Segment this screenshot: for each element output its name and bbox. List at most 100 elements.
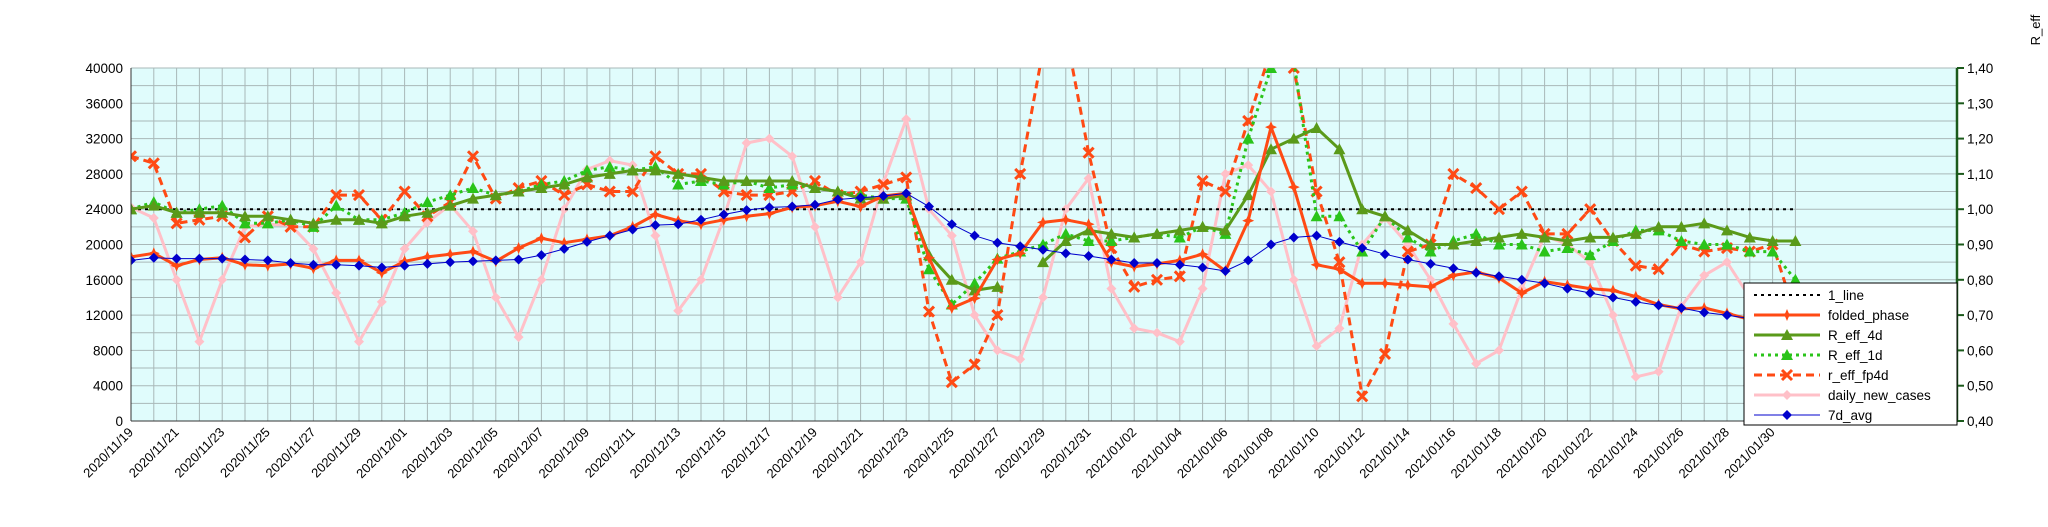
data-point-7d_avg [1266,239,1276,250]
data-point-folded_phase [512,242,525,254]
data-point-R_eff_4d [330,213,343,225]
data-point-7d_avg [1060,248,1071,259]
data-point-r_eff_fp4d [1447,167,1460,180]
data-point-daily_new_cases [992,345,1003,356]
data-point-R_eff_4d [1196,220,1209,232]
data-point-7d_avg [1288,232,1299,243]
data-point-R_eff_1d [1242,132,1255,144]
data-point-R_eff_1d [261,217,274,229]
data-point-daily_new_cases [217,274,228,285]
data-point-daily_new_cases [1608,310,1618,321]
data-point-R_eff_4d [1379,210,1391,222]
data-point-daily_new_cases [1471,358,1482,369]
data-point-folded_phase [1014,247,1027,260]
data-point-7d_avg [992,237,1003,248]
data-point-7d_avg [1357,243,1368,254]
data-point-R_eff_4d [147,199,160,211]
data-point-r_eff_fp4d [1061,28,1071,38]
data-point-daily_new_cases [901,114,912,125]
data-point-7d_avg [1425,258,1436,269]
data-point-r_eff_fp4d [330,189,343,202]
data-point-R_eff_1d [1789,273,1802,285]
y2-tick-label: 0,50 [1967,379,1993,394]
data-point-R_eff_1d [1675,234,1688,246]
data-point-R_eff_4d [1128,231,1141,243]
data-point-folded_phase [740,210,753,223]
data-point-R_eff_4d [945,273,958,285]
data-point-R_eff_4d [307,217,320,229]
data-point-daily_new_cases [1334,323,1345,334]
data-point-daily_new_cases [468,226,478,237]
data-point-r_eff_fp4d [991,309,1004,322]
data-point-R_eff_1d [239,217,251,229]
data-point-7d_avg [741,205,752,216]
data-point-r_eff_fp4d [1082,146,1095,159]
y-tick-label: 36000 [85,96,123,111]
data-point-R_eff_1d [421,196,434,208]
data-point-7d_avg [1585,288,1596,299]
data-point-folded_phase [1287,181,1300,194]
data-point-daily_new_cases [559,204,570,215]
data-point-R_eff_4d [353,213,365,225]
data-point-r_eff_fp4d [945,376,958,389]
data-point-7d_avg [718,209,729,220]
data-point-folded_phase [1424,280,1437,293]
data-point-r_eff_fp4d [877,178,890,191]
data-point-R_eff_4d [626,164,639,176]
data-point-folded_phase [239,258,251,271]
data-point-daily_new_cases [1129,323,1140,334]
data-point-7d_avg [1197,262,1208,273]
data-point-r_eff_fp4d [558,189,571,202]
data-point-7d_avg [604,230,615,241]
data-point-R_eff_4d [695,171,707,183]
y2-tick-label: 1,30 [1967,96,1993,111]
data-point-R_eff_1d [216,199,229,211]
data-point-7d_avg [468,256,478,267]
data-point-7d_avg [924,201,934,212]
data-point-folded_phase [421,250,434,263]
data-point-daily_new_cases [855,257,866,268]
data-point-daily_new_cases [1060,204,1071,215]
data-point-daily_new_cases [194,336,205,347]
data-point-R_eff_4d [261,210,274,222]
y-tick-label: 16000 [85,273,123,288]
legend-label-1_line: 1_line [1828,288,1864,303]
data-point-R_eff_1d [1538,245,1551,257]
data-point-R_eff_4d [1447,238,1460,250]
data-point-7d_avg [1129,258,1140,269]
data-point-7d_avg [1448,263,1459,274]
legend-marker-r_eff_fp4d [1780,368,1794,382]
data-point-r_eff_fp4d [131,150,138,163]
data-point-7d_avg [285,258,296,269]
data-point-7d_avg [308,259,319,270]
data-point-7d_avg [171,253,182,264]
data-point-r_eff_fp4d [649,150,662,163]
data-point-daily_new_cases [1197,283,1208,294]
data-point-daily_new_cases [741,138,752,149]
data-point-folded_phase [649,208,662,221]
data-point-7d_avg [240,254,250,265]
data-point-r_eff_fp4d [1128,280,1141,293]
data-point-r_eff_fp4d [352,189,366,202]
data-point-7d_avg [946,219,957,230]
data-point-folded_phase [991,253,1004,266]
data-point-R_eff_4d [284,213,297,225]
data-point-folded_phase [1059,213,1072,226]
data-point-folded_phase [131,250,137,263]
data-point-R_eff_4d [1470,234,1483,246]
data-point-daily_new_cases [1083,173,1094,184]
data-point-R_eff_4d [581,171,593,183]
data-point-daily_new_cases [946,230,957,241]
data-point-R_eff_4d [786,174,799,186]
data-point-daily_new_cases [1038,292,1048,303]
legend-marker-7d_avg [1782,410,1792,420]
y-tick-label: 0 [115,414,123,429]
y-tick-label: 8000 [93,343,123,358]
data-point-daily_new_cases [696,274,706,285]
data-point-R_eff_1d [444,189,457,201]
data-point-R_eff_1d [1766,245,1779,257]
data-point-folded_phase [1447,269,1460,282]
data-point-7d_avg [582,236,592,247]
data-point-r_eff_fp4d [1561,227,1574,240]
y-tick-label: 32000 [85,132,123,147]
